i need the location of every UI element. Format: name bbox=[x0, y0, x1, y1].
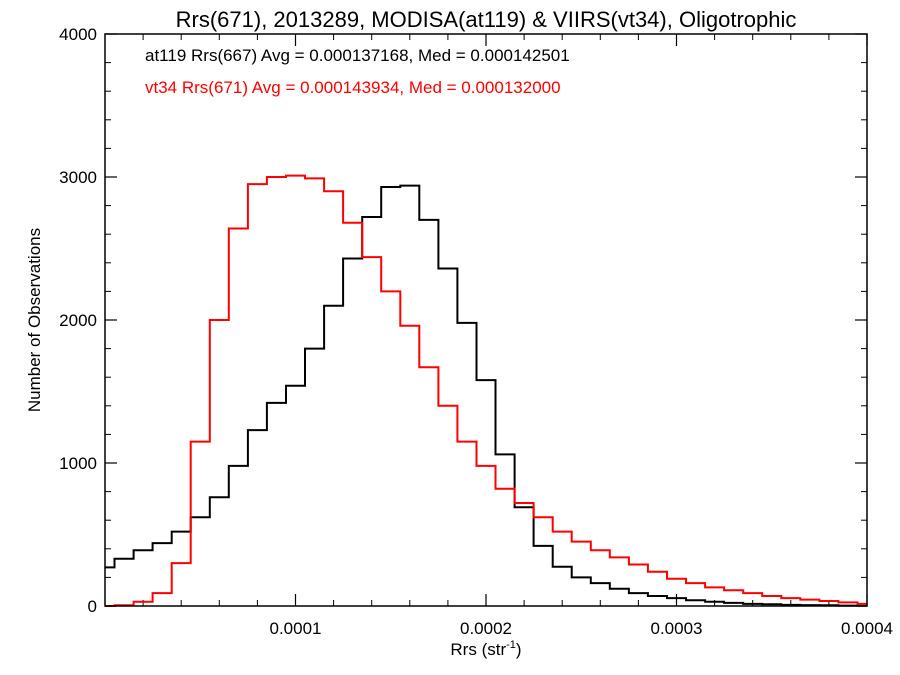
x-tick-label: 0.0004 bbox=[841, 619, 893, 638]
x-axis-label: Rrs (str-1) bbox=[450, 639, 521, 659]
y-tick-label: 2000 bbox=[59, 311, 97, 330]
x-axis-label-main: Rrs (str bbox=[450, 640, 506, 659]
x-axis-label-sup: -1 bbox=[506, 639, 516, 651]
x-tick-label: 0.0001 bbox=[270, 619, 322, 638]
y-tick-label: 3000 bbox=[59, 168, 97, 187]
axis-ticks: 0.0001 0.0002 0.0003 0.0004 0 1000 2000 3000 400… bbox=[59, 25, 893, 638]
plot-frame bbox=[104, 33, 868, 607]
y-tick-label: 4000 bbox=[59, 25, 97, 44]
annotation-at119: at119 Rrs(667) Avg = 0.000137168, Med = … bbox=[145, 46, 570, 65]
series-1-line bbox=[105, 184, 867, 607]
y-axis-label: Number of Observations bbox=[25, 228, 44, 412]
series-layer bbox=[105, 174, 867, 607]
x-tick-label: 0.0002 bbox=[460, 619, 512, 638]
x-tick-label: 0.0003 bbox=[651, 619, 703, 638]
y-tick-label: 0 bbox=[88, 597, 97, 616]
y-tick-label: 1000 bbox=[59, 454, 97, 473]
x-axis-label-close: ) bbox=[516, 640, 522, 659]
series-2-line bbox=[105, 174, 867, 607]
chart-title: Rrs(671), 2013289, MODISA(at119) & VIIRS… bbox=[176, 7, 797, 32]
annotation-vt34: vt34 Rrs(671) Avg = 0.000143934, Med = 0… bbox=[145, 78, 561, 97]
